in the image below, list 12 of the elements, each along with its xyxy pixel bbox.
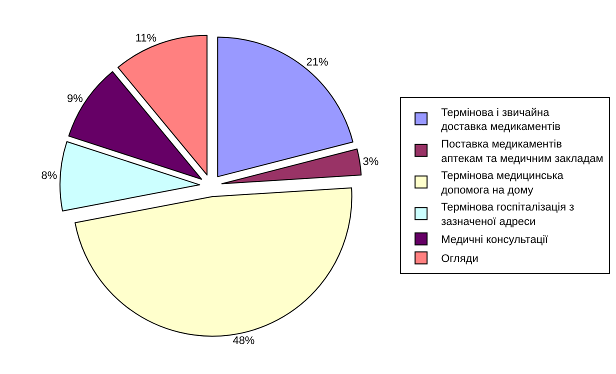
- data-label: 11%: [135, 32, 157, 44]
- legend-label: Огляди: [441, 253, 478, 266]
- data-label: 8%: [41, 170, 58, 182]
- data-label: 21%: [306, 56, 328, 69]
- legend-label: Термінова і звичайна доставка медикаментів: [441, 106, 561, 134]
- data-label: 48%: [232, 334, 255, 347]
- legend-label: Поставка медикаментів аптекам та медичним закладам: [441, 138, 604, 165]
- legend-label: Термінова медицинська допомога на дому: [441, 170, 564, 196]
- data-label: 9%: [66, 92, 84, 105]
- legend-label: Медичні консультації: [441, 234, 548, 246]
- data-label: 3%: [362, 156, 379, 168]
- legend-label: Термінова госпіталізація з зазначеної адреси: [441, 202, 574, 228]
